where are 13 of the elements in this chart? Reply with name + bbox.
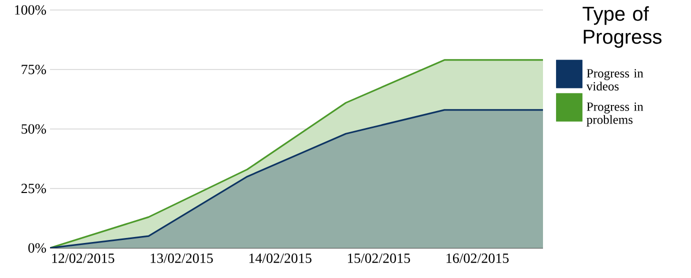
x-tick-label: 16/02/2015 [446, 254, 509, 263]
legend-label: Progress in problems [586, 102, 644, 126]
legend-label: Progress in videos [586, 69, 644, 91]
y-tick-label: 100% [15, 5, 46, 15]
x-tick-label: 14/02/2015 [249, 254, 312, 263]
x-tick-label: 15/02/2015 [348, 254, 410, 263]
y-tick-label: 50% [22, 124, 46, 134]
x-tick-label: 12/02/2015 [52, 254, 114, 263]
legend-title: Type of Progress [582, 6, 662, 48]
x-tick-label: 13/02/2015 [150, 254, 213, 263]
y-tick-label: 75% [22, 64, 46, 74]
y-tick-label: 0% [28, 243, 46, 253]
y-tick-label: 25% [21, 184, 46, 194]
